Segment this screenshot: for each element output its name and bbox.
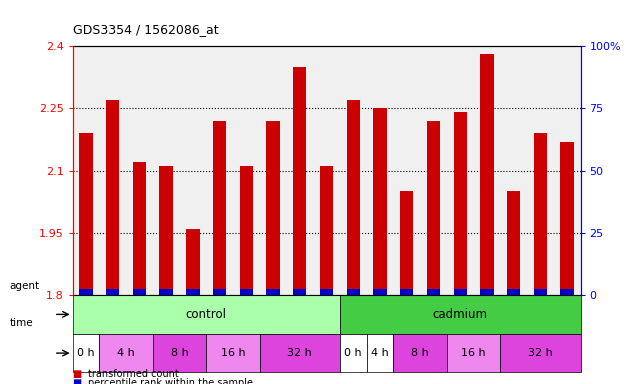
Bar — [80, 289, 93, 295]
Bar — [213, 289, 227, 295]
Text: GDS3354 / 1562086_at: GDS3354 / 1562086_at — [73, 23, 218, 36]
Bar — [340, 334, 367, 372]
Text: agent: agent — [9, 281, 40, 291]
Bar — [480, 289, 493, 295]
Bar — [133, 162, 146, 295]
Text: 16 h: 16 h — [221, 348, 245, 358]
Bar — [240, 166, 253, 295]
Bar — [374, 289, 387, 295]
Bar — [346, 289, 360, 295]
Text: cadmium: cadmium — [433, 308, 488, 321]
Bar — [106, 100, 119, 295]
Bar — [320, 166, 333, 295]
Text: 0 h: 0 h — [77, 348, 95, 358]
Bar — [534, 133, 547, 295]
Bar — [213, 121, 227, 295]
Bar — [500, 334, 581, 372]
Text: control: control — [186, 308, 227, 321]
Bar — [427, 121, 440, 295]
Bar — [454, 289, 467, 295]
Bar — [206, 334, 260, 372]
Bar — [427, 289, 440, 295]
Bar — [80, 133, 93, 295]
Text: 32 h: 32 h — [288, 348, 312, 358]
Bar — [400, 289, 413, 295]
Bar — [133, 289, 146, 295]
Bar — [106, 289, 119, 295]
Bar — [99, 334, 153, 372]
Bar — [293, 289, 307, 295]
Text: time: time — [9, 318, 33, 328]
Text: 4 h: 4 h — [117, 348, 135, 358]
Text: ■: ■ — [73, 369, 82, 379]
Bar — [160, 289, 173, 295]
Bar — [374, 108, 387, 295]
Bar — [73, 334, 99, 372]
Text: 32 h: 32 h — [528, 348, 553, 358]
Bar — [153, 334, 206, 372]
Bar — [266, 121, 280, 295]
Text: transformed count: transformed count — [88, 369, 179, 379]
Bar — [346, 100, 360, 295]
Bar — [73, 295, 340, 334]
Bar — [560, 289, 574, 295]
Bar — [507, 289, 521, 295]
Bar — [186, 228, 199, 295]
Bar — [240, 289, 253, 295]
Text: percentile rank within the sample: percentile rank within the sample — [88, 378, 253, 384]
Bar — [507, 191, 521, 295]
Bar — [480, 55, 493, 295]
Bar — [266, 289, 280, 295]
Bar — [400, 191, 413, 295]
Text: 4 h: 4 h — [371, 348, 389, 358]
Text: ■: ■ — [73, 378, 82, 384]
Bar — [160, 166, 173, 295]
Bar — [260, 334, 340, 372]
Bar — [560, 142, 574, 295]
Bar — [340, 295, 581, 334]
Bar — [293, 67, 307, 295]
Text: 0 h: 0 h — [345, 348, 362, 358]
Bar — [447, 334, 500, 372]
Bar — [320, 289, 333, 295]
Bar — [454, 113, 467, 295]
Bar — [186, 289, 199, 295]
Text: 16 h: 16 h — [461, 348, 486, 358]
Text: 8 h: 8 h — [170, 348, 189, 358]
Bar — [393, 334, 447, 372]
Bar — [534, 289, 547, 295]
Bar — [367, 334, 393, 372]
Text: 8 h: 8 h — [411, 348, 429, 358]
